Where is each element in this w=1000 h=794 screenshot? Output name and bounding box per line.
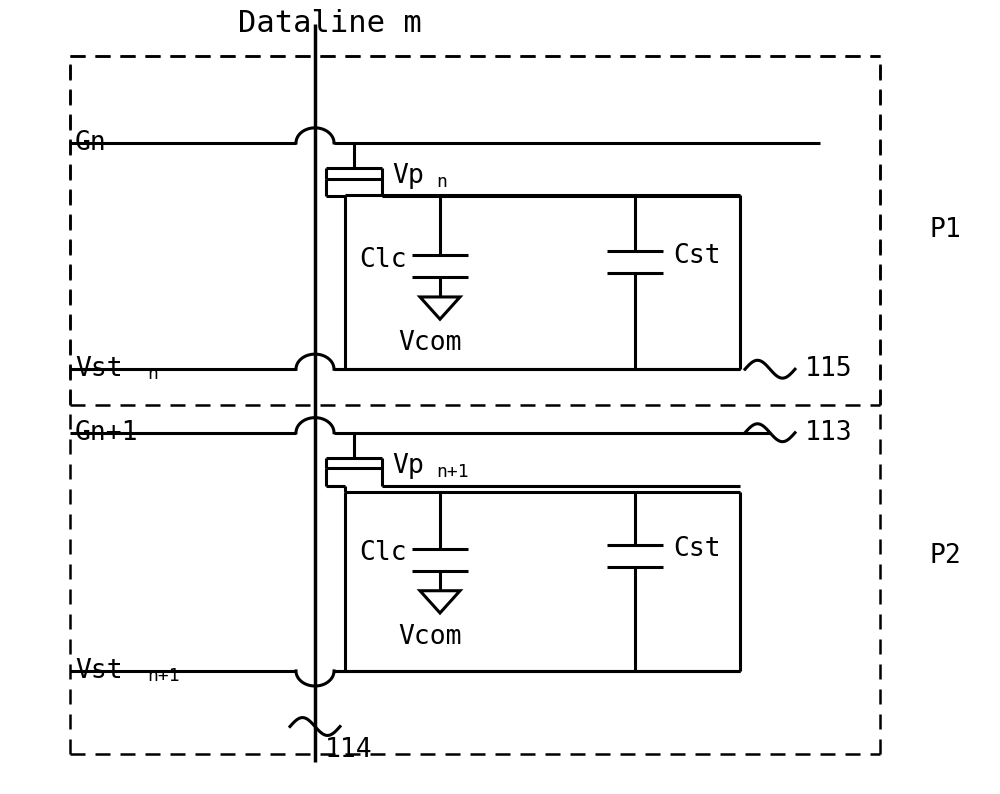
Text: Gn: Gn <box>75 130 107 156</box>
Text: Cst: Cst <box>673 243 721 268</box>
Text: Vcom: Vcom <box>398 330 462 356</box>
Text: Vcom: Vcom <box>398 624 462 649</box>
Text: Clc: Clc <box>359 541 407 566</box>
Text: P1: P1 <box>929 218 961 243</box>
Text: Cst: Cst <box>673 537 721 562</box>
Text: Vp: Vp <box>392 453 424 479</box>
Text: n: n <box>147 365 158 383</box>
Text: Clc: Clc <box>359 247 407 272</box>
Text: Dataline m: Dataline m <box>238 10 422 38</box>
Text: n: n <box>436 173 447 191</box>
Text: n+1: n+1 <box>436 463 469 480</box>
Text: 114: 114 <box>325 738 373 763</box>
Text: P2: P2 <box>929 543 961 569</box>
Text: 115: 115 <box>805 357 853 382</box>
Text: Vst: Vst <box>75 357 123 382</box>
Text: Gn+1: Gn+1 <box>75 420 138 445</box>
Text: Vp: Vp <box>392 164 424 189</box>
Text: Vst: Vst <box>75 658 123 684</box>
Text: n+1: n+1 <box>147 667 180 684</box>
Text: 113: 113 <box>805 420 853 445</box>
